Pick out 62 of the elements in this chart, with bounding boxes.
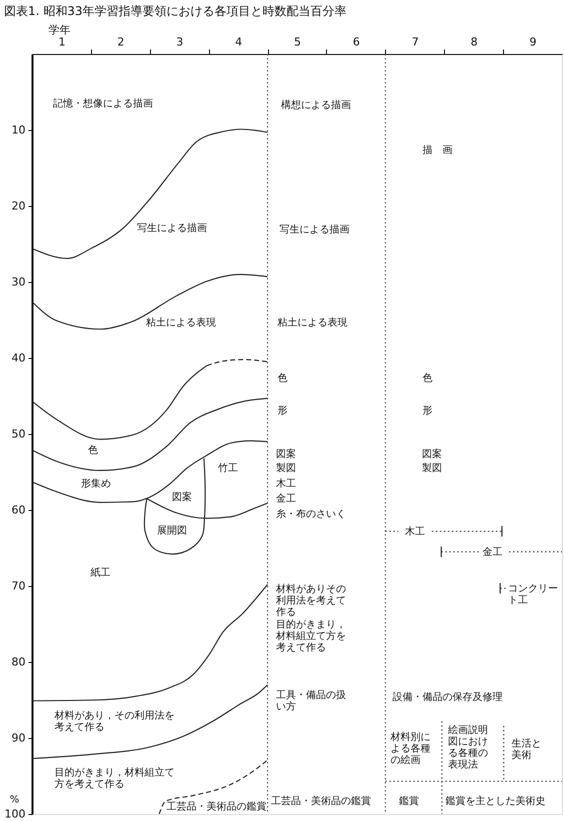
annotation: 設備・備品の保存及修理: [392, 690, 502, 703]
y-tick-label: 40: [12, 352, 26, 364]
y-tick-label: 30: [12, 276, 26, 288]
annotation: 製図: [276, 462, 296, 474]
x-tick-label: 2: [117, 36, 124, 48]
annotation: 形: [422, 405, 432, 416]
annotation: 竹工: [218, 462, 238, 474]
annotation: 材料別による各種の絵画: [390, 731, 431, 766]
x-tick-label: 7: [412, 36, 419, 48]
x-tick-label: 8: [470, 36, 478, 48]
y-tick-label: 60: [12, 504, 26, 516]
annotation: 紙工: [90, 566, 110, 578]
x-tick-label: 4: [235, 36, 242, 48]
y-tick-label: 10: [12, 124, 26, 136]
annotation: 写生による描画: [136, 222, 207, 234]
y-tick-label: 70: [12, 580, 26, 592]
annotation: 形集め: [80, 477, 111, 490]
annotation: 図案: [172, 491, 192, 504]
annotation: 鑑賞: [398, 795, 419, 808]
annotation: 粘土による表現: [278, 316, 348, 328]
annotation: 工芸品・美術品の鑑賞: [271, 795, 372, 808]
x-tick-label: 3: [176, 36, 184, 48]
annotation: 材料がありその利用法を考えて作る: [274, 582, 346, 618]
x-tick-label: 1: [58, 36, 66, 48]
annotation: 色: [88, 444, 98, 456]
y-tick-label: 100: [4, 808, 26, 820]
annotation: 材料があり，その利用法を考えて作る: [53, 710, 174, 734]
annotation: 糸・布のさいく: [276, 508, 346, 520]
annotation: 形: [278, 405, 288, 416]
x-axis-title: 学年: [48, 24, 70, 36]
annotation: コンクリート工: [508, 584, 558, 606]
y-tick-label: 50: [12, 428, 26, 440]
annotation: 鑑賞を主とした美術史: [445, 795, 546, 808]
chart-title: 図表1. 昭和33年学習指導要領における各項目と時数配当百分率: [4, 4, 347, 18]
annotation: 展開図: [156, 526, 187, 537]
y-tick-label: 20: [12, 200, 26, 212]
annotation: 木工: [404, 525, 425, 538]
annotation: 目的がきまり，材料組立て方を考えて作る: [274, 620, 346, 654]
annotation: 記憶・想像による描画: [53, 97, 154, 110]
annotation: 目的がきまり，材料組立て方を考えて作る: [54, 766, 174, 790]
annotation: 粘土による表現: [146, 316, 216, 328]
x-tick-label: 6: [352, 36, 360, 48]
annotation: 金工: [276, 492, 296, 505]
x-tick-label: 9: [530, 36, 537, 48]
annotation: 構想による描画: [281, 98, 352, 111]
annotation: 製図: [422, 462, 442, 474]
x-tick-label: 5: [294, 36, 301, 48]
y-tick-label: 80: [12, 656, 26, 668]
annotation: 絵画説明図における各種の表現法: [446, 724, 488, 770]
annotation: 金工: [482, 546, 502, 558]
annotation: 図案: [422, 448, 442, 460]
annotation: 写生による描画: [279, 224, 350, 236]
annotation: 色: [422, 372, 432, 384]
annotation: 工芸品・美術品の鑑賞: [166, 800, 266, 812]
annotation: 木工: [276, 477, 296, 490]
annotation: 工具・備品の扱い方: [276, 689, 346, 713]
annotation: 生活と美術: [511, 738, 542, 762]
annotation: 色: [278, 372, 288, 384]
y-tick-label: 90: [12, 732, 26, 744]
y-axis-title: %: [10, 794, 20, 806]
annotation: 描 画: [422, 144, 452, 156]
annotation: 図案: [276, 448, 296, 460]
